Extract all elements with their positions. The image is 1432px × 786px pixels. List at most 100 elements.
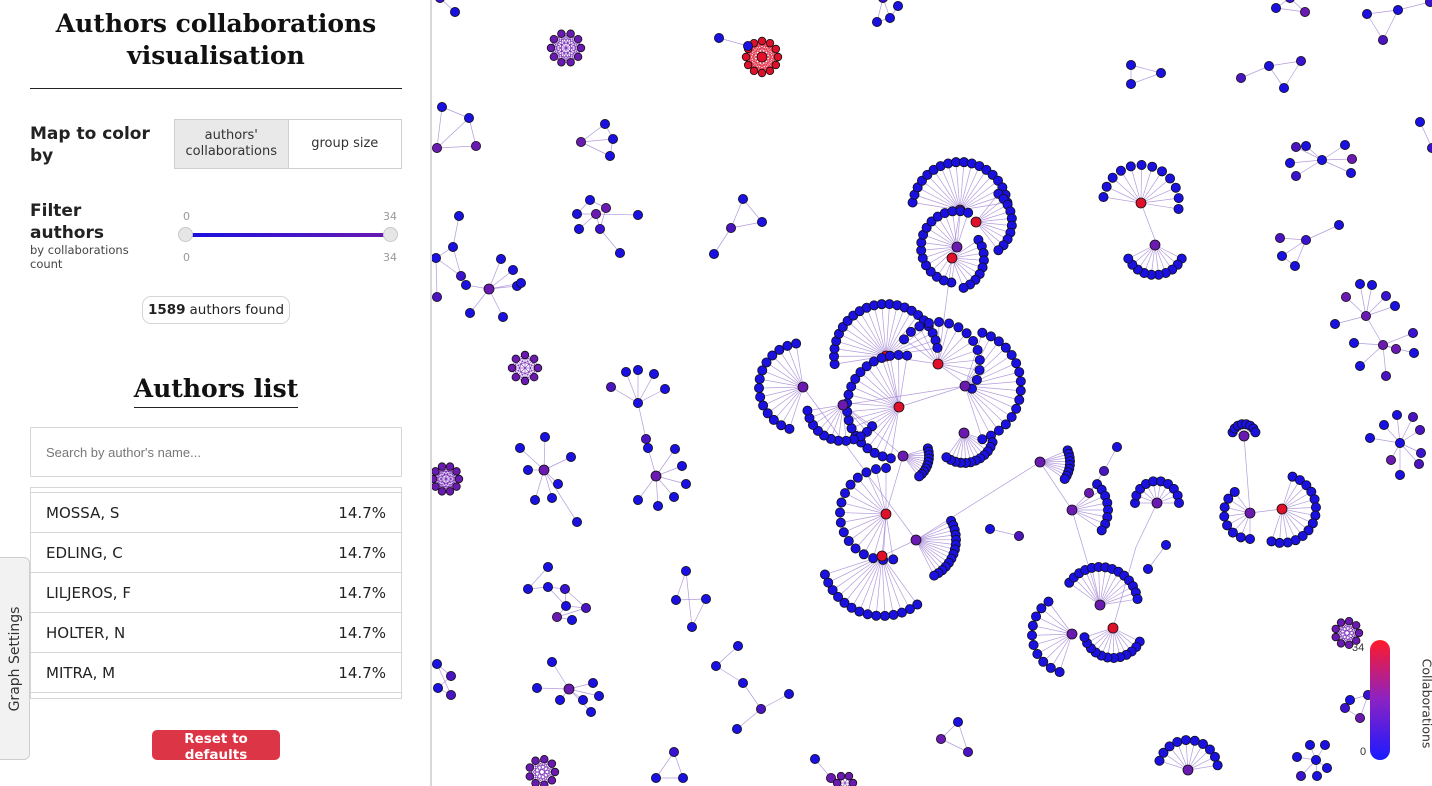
- graph-node[interactable]: [1027, 620, 1038, 631]
- graph-node[interactable]: [1096, 525, 1107, 536]
- graph-node[interactable]: [893, 401, 905, 413]
- graph-node[interactable]: [1043, 596, 1054, 607]
- graph-node[interactable]: [445, 671, 456, 682]
- graph-node[interactable]: [880, 508, 892, 520]
- graph-node[interactable]: [885, 453, 896, 464]
- graph-node[interactable]: [845, 479, 856, 490]
- graph-node[interactable]: [1275, 232, 1286, 243]
- graph-node[interactable]: [576, 136, 587, 147]
- graph-node[interactable]: [1015, 385, 1026, 396]
- graph-node[interactable]: [711, 661, 722, 672]
- graph-node[interactable]: [653, 500, 664, 511]
- graph-node[interactable]: [929, 570, 940, 581]
- graph-node[interactable]: [449, 7, 460, 17]
- graph-node[interactable]: [1416, 447, 1427, 458]
- graph-node[interactable]: [912, 599, 923, 610]
- graph-node[interactable]: [977, 327, 988, 338]
- graph-node[interactable]: [1362, 8, 1373, 19]
- graph-node[interactable]: [1351, 636, 1361, 645]
- graph-node[interactable]: [633, 209, 644, 220]
- graph-node[interactable]: [1000, 419, 1011, 430]
- graph-node[interactable]: [1156, 166, 1167, 177]
- graph-node[interactable]: [839, 597, 850, 608]
- graph-node[interactable]: [1126, 60, 1137, 71]
- graph-node[interactable]: [1408, 327, 1419, 338]
- graph-node[interactable]: [953, 322, 964, 333]
- graph-node[interactable]: [1276, 503, 1288, 515]
- graph-node[interactable]: [784, 689, 795, 700]
- graph-node[interactable]: [547, 657, 558, 668]
- graph-node[interactable]: [1301, 234, 1312, 245]
- graph-settings-tab[interactable]: Graph Settings: [0, 557, 30, 760]
- graph-node[interactable]: [843, 536, 854, 547]
- graph-node[interactable]: [1425, 0, 1432, 7]
- graph-node[interactable]: [1285, 0, 1295, 3]
- graph-node[interactable]: [1330, 318, 1341, 329]
- graph-node[interactable]: [572, 517, 583, 528]
- graph-node[interactable]: [437, 487, 447, 496]
- graph-node[interactable]: [971, 374, 982, 385]
- graph-node[interactable]: [1158, 747, 1169, 758]
- graph-node[interactable]: [934, 317, 945, 328]
- graph-node[interactable]: [878, 0, 888, 3]
- graph-node[interactable]: [576, 43, 586, 53]
- graph-node[interactable]: [1334, 219, 1345, 230]
- graph-node[interactable]: [670, 443, 681, 454]
- graph-node[interactable]: [1355, 713, 1366, 724]
- graph-node[interactable]: [862, 443, 873, 454]
- graph-node[interactable]: [852, 472, 863, 483]
- graph-node[interactable]: [714, 33, 725, 44]
- graph-node[interactable]: [1292, 752, 1303, 763]
- graph-node[interactable]: [1393, 5, 1404, 15]
- graph-node[interactable]: [1189, 735, 1200, 746]
- graph-node[interactable]: [1011, 358, 1022, 369]
- graph-node[interactable]: [1174, 497, 1185, 508]
- graph-node[interactable]: [1147, 161, 1158, 172]
- graph-node[interactable]: [1386, 454, 1397, 465]
- graph-node[interactable]: [1395, 437, 1406, 448]
- graph-node[interactable]: [641, 433, 652, 444]
- graph-node[interactable]: [791, 338, 802, 349]
- graph-node[interactable]: [876, 352, 887, 363]
- graph-node[interactable]: [460, 279, 471, 290]
- graph-node[interactable]: [1066, 628, 1078, 640]
- graph-node[interactable]: [1173, 193, 1184, 204]
- graph-node[interactable]: [840, 488, 851, 499]
- graph-node[interactable]: [838, 527, 849, 538]
- graph-node[interactable]: [557, 58, 566, 67]
- graph-node[interactable]: [881, 462, 892, 473]
- author-row[interactable]: EDLING, C 14.7%: [31, 532, 401, 572]
- graph-node[interactable]: [1151, 497, 1163, 509]
- graph-node[interactable]: [844, 771, 854, 781]
- graph-node[interactable]: [1349, 337, 1360, 348]
- slider-min-handle[interactable]: [178, 227, 193, 242]
- graph-node[interactable]: [1378, 339, 1389, 350]
- graph-node[interactable]: [1143, 564, 1154, 575]
- graph-node[interactable]: [511, 354, 521, 364]
- graph-node[interactable]: [885, 12, 896, 23]
- graph-node[interactable]: [756, 704, 767, 715]
- graph-node[interactable]: [563, 683, 575, 695]
- graph-node[interactable]: [1296, 56, 1307, 67]
- reset-defaults-button[interactable]: Reset to defaults: [152, 730, 280, 763]
- graph-node[interactable]: [732, 724, 743, 735]
- graph-node[interactable]: [1395, 469, 1406, 480]
- graph-node[interactable]: [905, 326, 916, 337]
- graph-node[interactable]: [963, 747, 974, 758]
- graph-node[interactable]: [1014, 394, 1025, 405]
- graph-node[interactable]: [985, 524, 996, 535]
- graph-node[interactable]: [1212, 760, 1223, 771]
- graph-node[interactable]: [566, 29, 575, 38]
- graph-node[interactable]: [1279, 83, 1290, 94]
- graph-node[interactable]: [1381, 370, 1392, 381]
- graph-node[interactable]: [1414, 458, 1425, 469]
- author-row[interactable]: LILJEROS, F 14.7%: [31, 572, 401, 612]
- graph-node[interactable]: [972, 345, 983, 356]
- graph-node[interactable]: [1277, 250, 1288, 261]
- graph-node[interactable]: [701, 594, 712, 605]
- graph-node[interactable]: [1351, 621, 1361, 630]
- graph-node[interactable]: [743, 41, 754, 52]
- graph-node[interactable]: [1219, 511, 1230, 522]
- graph-node[interactable]: [445, 487, 455, 496]
